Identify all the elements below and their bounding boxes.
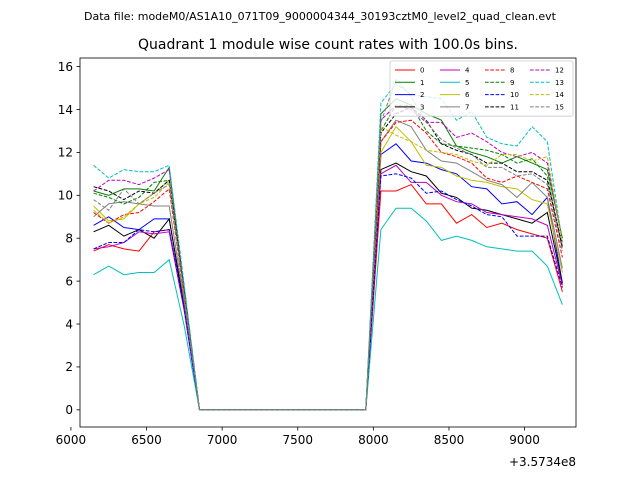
y-tick-label-8: 8	[65, 232, 73, 246]
legend-label-6: 6	[465, 91, 470, 99]
legend-label-5: 5	[465, 79, 469, 87]
x-tick-label-6500: 6500	[131, 433, 162, 447]
legend-box	[389, 60, 574, 117]
y-tick-label-14: 14	[58, 103, 73, 117]
legend-label-3: 3	[420, 103, 424, 111]
series-lines	[93, 78, 563, 411]
y-tick-label-4: 4	[65, 317, 73, 331]
legend-label-14: 14	[555, 91, 564, 99]
y-tick-label-12: 12	[58, 146, 73, 160]
legend-label-2: 2	[420, 91, 424, 99]
y-tick-label-10: 10	[58, 189, 73, 203]
y-tick-label-0: 0	[65, 403, 73, 417]
legend-label-15: 15	[555, 103, 564, 111]
x-tick-label-7500: 7500	[282, 433, 313, 447]
x-tick-label-6000: 6000	[56, 433, 87, 447]
legend-label-7: 7	[465, 103, 469, 111]
plot-area	[93, 78, 563, 411]
legend-label-11: 11	[510, 103, 519, 111]
chart-title: Quadrant 1 module wise count rates with …	[138, 37, 518, 53]
y-tick-label-2: 2	[65, 360, 73, 374]
x-tick-label-8500: 8500	[434, 433, 465, 447]
y-tick-label-6: 6	[65, 274, 73, 288]
x-tick-label-9000: 9000	[509, 433, 540, 447]
axes: 6000 6500 7000 7500 8000 8500 9000024681012141…	[56, 57, 577, 447]
legend-label-10: 10	[510, 91, 519, 99]
legend-label-12: 12	[555, 67, 564, 75]
figure-suptitle: Data file: modeM0/AS1A10_071T09_90000043…	[84, 10, 557, 23]
legend-label-1: 1	[420, 79, 424, 87]
axes-frame	[79, 57, 577, 428]
x-axis-offset-label: +3.5734e8	[509, 455, 576, 469]
x-tick-label-8000: 8000	[358, 433, 389, 447]
legend-label-8: 8	[510, 67, 514, 75]
x-tick-label-7000: 7000	[207, 433, 238, 447]
y-tick-label-16: 16	[58, 60, 73, 74]
series-line-15	[93, 78, 563, 411]
legend-label-9: 9	[510, 79, 514, 87]
legend-label-4: 4	[465, 67, 470, 75]
legend-label-13: 13	[555, 79, 564, 87]
legend-label-0: 0	[420, 67, 424, 75]
